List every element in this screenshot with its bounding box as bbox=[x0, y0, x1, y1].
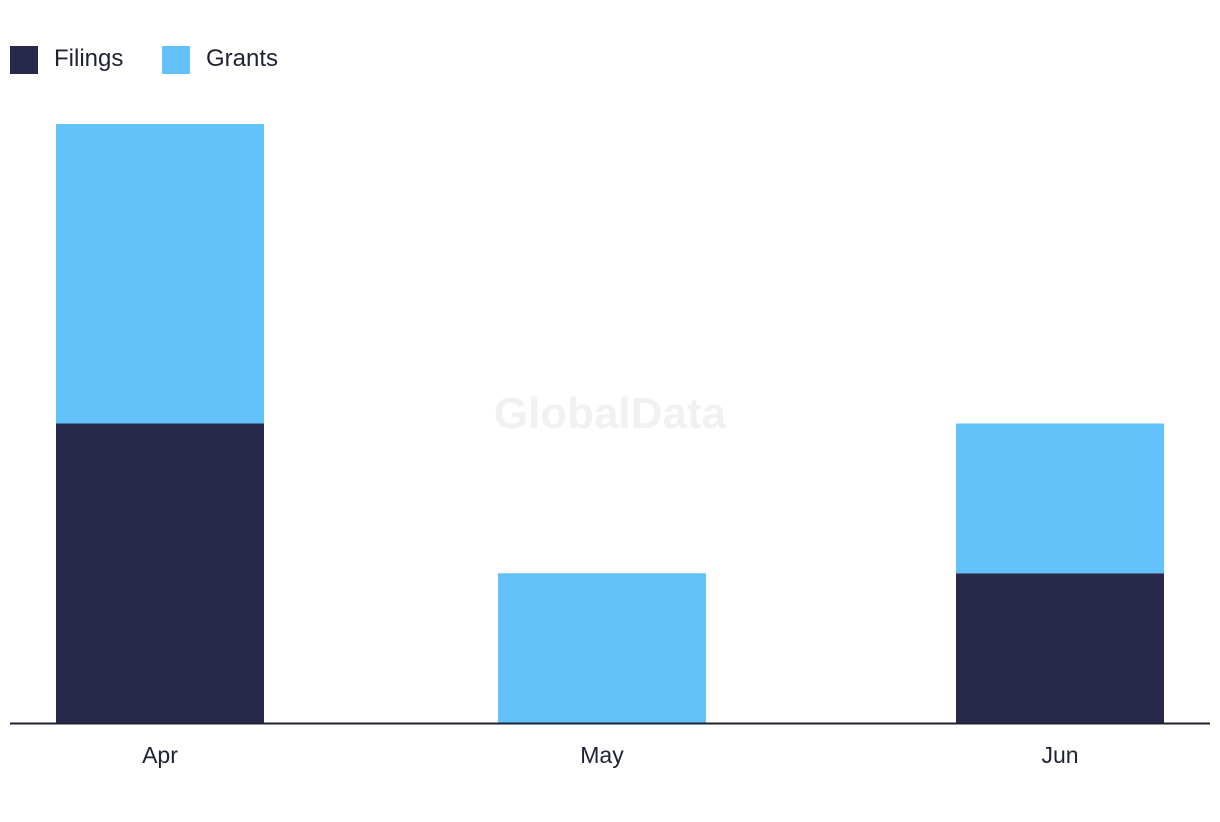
x-tick-labels: Apr May Jun bbox=[142, 742, 1078, 768]
bars bbox=[56, 124, 1164, 723]
watermark: GlobalData bbox=[494, 389, 727, 438]
bar-filings-jun bbox=[956, 573, 1164, 723]
bar-filings-apr bbox=[56, 423, 264, 723]
x-tick-label-may: May bbox=[580, 742, 624, 768]
x-tick-label-jun: Jun bbox=[1041, 742, 1078, 768]
legend-label-filings: Filings bbox=[54, 45, 123, 72]
bar-grants-jun bbox=[956, 423, 1164, 574]
legend-swatch-grants bbox=[162, 46, 190, 74]
bar-grants-may bbox=[498, 573, 706, 723]
legend-label-grants: Grants bbox=[206, 45, 278, 72]
bar-grants-apr bbox=[56, 124, 264, 424]
x-tick-label-apr: Apr bbox=[142, 742, 178, 768]
legend: Filings Grants bbox=[10, 45, 278, 74]
legend-swatch-filings bbox=[10, 46, 38, 74]
